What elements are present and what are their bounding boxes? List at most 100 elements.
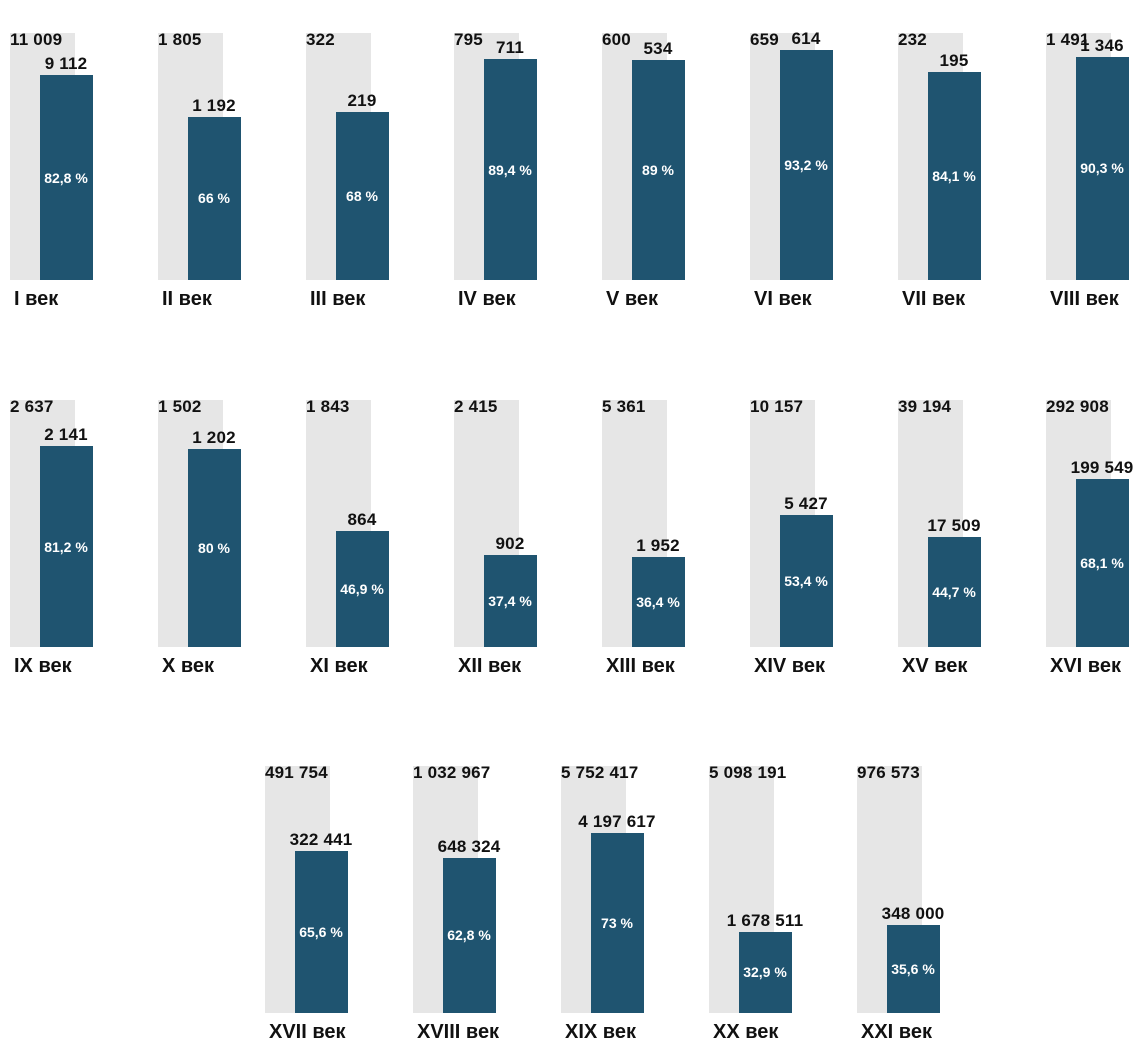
century-label: XIV век <box>754 655 825 677</box>
total-value-label: 1 491 <box>1046 30 1090 49</box>
century-panel: 1 843 864 46,9 % XI век <box>306 397 436 687</box>
bar-value-label: 648 324 <box>437 836 501 856</box>
bar-value-label: 1 952 <box>636 536 680 556</box>
total-value-label: 795 <box>454 30 483 49</box>
total-value-label: 2 637 <box>10 397 54 416</box>
total-value-label: 11 009 <box>10 30 63 49</box>
value-bar <box>188 116 241 280</box>
value-bar <box>591 832 644 1013</box>
century-label: V век <box>606 288 659 310</box>
total-value-label: 5 361 <box>602 397 646 416</box>
century-panel: 491 754 322 441 65,6 % XVII век <box>265 763 395 1053</box>
value-bar <box>40 446 93 647</box>
century-label: VI век <box>754 288 812 310</box>
percent-label: 82,8 % <box>44 169 88 186</box>
century-label: XXI век <box>861 1021 932 1043</box>
bar-value-label: 614 <box>791 28 821 48</box>
century-label: XX век <box>713 1021 779 1043</box>
value-bar <box>739 931 792 1013</box>
percent-label: 89,4 % <box>488 161 532 178</box>
bar-value-label: 2 141 <box>44 425 88 445</box>
percent-label: 65,6 % <box>299 923 343 940</box>
total-value-label: 1 843 <box>306 397 350 416</box>
century-label: XI век <box>310 655 368 677</box>
total-value-label: 5 752 417 <box>561 763 639 782</box>
century-panel: 292 908 199 549 68,1 % XVI век <box>1046 397 1140 687</box>
century-label: XII век <box>458 655 522 677</box>
total-value-label: 600 <box>602 30 631 49</box>
bar-value-label: 711 <box>495 38 525 58</box>
percent-label: 46,9 % <box>340 581 384 598</box>
bar-value-label: 534 <box>643 39 673 59</box>
percent-label: 81,2 % <box>44 538 88 555</box>
bar-value-label: 1 346 <box>1080 35 1124 55</box>
century-label: VII век <box>902 288 966 310</box>
bar-value-label: 219 <box>347 91 377 111</box>
value-bar <box>1076 56 1129 280</box>
percent-label: 53,4 % <box>784 573 828 590</box>
century-label: II век <box>162 288 212 310</box>
percent-label: 93,2 % <box>784 156 828 173</box>
value-bar <box>295 850 348 1013</box>
century-label: XIX век <box>565 1021 636 1043</box>
percent-label: 84,1 % <box>932 168 976 185</box>
bar-value-label: 199 549 <box>1070 457 1134 477</box>
total-value-label: 292 908 <box>1046 397 1109 416</box>
value-bar <box>887 925 940 1013</box>
century-panel: 976 573 348 000 35,6 % XXI век <box>857 763 987 1053</box>
total-value-label: 232 <box>898 30 927 49</box>
percent-label: 62,8 % <box>447 927 491 944</box>
century-panel: 1 502 1 202 80 % X век <box>158 397 288 687</box>
century-panel: 1 805 1 192 66 % II век <box>158 30 288 320</box>
percent-label: 32,9 % <box>743 964 787 981</box>
bar-value-label: 1 202 <box>192 428 236 448</box>
bar-value-label: 322 441 <box>289 829 353 849</box>
total-value-label: 5 098 191 <box>709 763 787 782</box>
bar-value-label: 4 197 617 <box>578 811 656 831</box>
value-bar <box>632 60 685 280</box>
value-bar <box>632 557 685 647</box>
century-label: XVI век <box>1050 655 1121 677</box>
value-bar <box>336 112 389 280</box>
percent-label: 44,7 % <box>932 583 976 600</box>
bar-value-label: 902 <box>495 533 525 553</box>
value-bar <box>928 536 981 647</box>
value-bar <box>780 515 833 647</box>
century-panel: 322 219 68 % III век <box>306 30 436 320</box>
percent-label: 37,4 % <box>488 592 532 609</box>
century-panel: 2 637 2 141 81,2 % IX век <box>10 397 140 687</box>
century-panel: 1 032 967 648 324 62,8 % XVIII век <box>413 763 543 1053</box>
value-bar <box>1076 478 1129 647</box>
value-bar <box>443 857 496 1013</box>
century-label: VIII век <box>1050 288 1119 310</box>
value-bar <box>484 554 537 647</box>
value-bar <box>928 72 981 280</box>
value-bar <box>188 449 241 647</box>
total-value-label: 491 754 <box>265 763 328 782</box>
bar-value-label: 1 192 <box>192 95 236 115</box>
total-value-label: 2 415 <box>454 397 498 416</box>
value-bar <box>336 531 389 647</box>
bar-value-label: 195 <box>939 51 969 71</box>
percent-label: 73 % <box>601 914 633 931</box>
century-panel: 5 361 1 952 36,4 % XIII век <box>602 397 732 687</box>
century-label: IX век <box>14 655 72 677</box>
century-panel: 5 098 191 1 678 511 32,9 % XX век <box>709 763 839 1053</box>
century-label: IV век <box>458 288 516 310</box>
century-panel: 659 614 93,2 % VI век <box>750 29 880 320</box>
total-value-label: 1 502 <box>158 397 202 416</box>
percent-label: 36,4 % <box>636 594 680 611</box>
century-panel: 2 415 902 37,4 % XII век <box>454 397 584 687</box>
century-label: XIII век <box>606 655 675 677</box>
bar-value-label: 864 <box>347 510 377 530</box>
century-label: XV век <box>902 655 968 677</box>
total-value-label: 10 157 <box>750 397 804 416</box>
century-panel: 232 195 84,1 % VII век <box>898 30 1028 320</box>
total-value-label: 39 194 <box>898 397 952 416</box>
bar-value-label: 9 112 <box>44 54 88 74</box>
century-label: X век <box>162 655 215 677</box>
century-label: XVII век <box>269 1021 346 1043</box>
percent-label: 35,6 % <box>891 961 935 978</box>
percent-label: 66 % <box>198 190 230 207</box>
